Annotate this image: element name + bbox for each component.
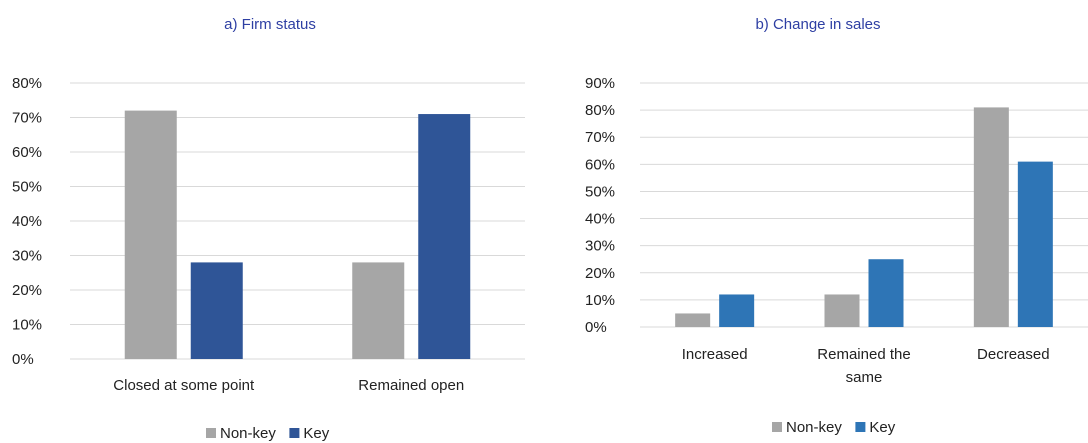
chart-a-y-tick-label: 80% <box>12 75 42 92</box>
chart-a-y-tick-label: 0% <box>12 351 34 368</box>
chart-a-legend-label: Non-key <box>220 425 276 442</box>
chart-a-y-tick-label: 70% <box>12 110 42 127</box>
chart-b-legend-label: Key <box>869 419 895 436</box>
chart-a-y-tick-label: 20% <box>12 282 42 299</box>
chart-b-bar-key-2 <box>1017 161 1053 327</box>
chart-b-y-tick-label: 30% <box>585 238 615 255</box>
chart-b-legend-swatch <box>772 422 782 432</box>
chart-b-legend-swatch <box>855 422 866 432</box>
chart-a-canvas: 0% 10% 20% 30% 40% 50% 60% 70% 80% Closed at some… <box>12 75 525 442</box>
chart-a-legend-swatch <box>289 428 300 438</box>
chart-a-bar-non-key-0 <box>124 110 177 359</box>
chart-a-title: a) Firm status <box>224 16 316 33</box>
chart-a-legend-label: Key <box>303 425 329 442</box>
chart-a-bar-non-key-1 <box>352 262 405 359</box>
chart-b-category-label: Decreased <box>977 346 1050 363</box>
chart-a-legend-swatch <box>206 428 216 438</box>
chart-b-y-tick-label: 10% <box>585 292 615 309</box>
chart-b-legend-label: Non-key <box>786 419 842 436</box>
chart-a-y-tick-label: 60% <box>12 144 42 161</box>
chart-b-bar-key-1 <box>868 259 904 327</box>
chart-a-bar-key-1 <box>418 114 471 359</box>
chart-b-y-tick-label: 70% <box>585 129 615 146</box>
chart-b-y-tick-label: 60% <box>585 156 615 173</box>
chart-a-category-label: Closed at some point <box>113 377 255 394</box>
chart-a-y-tick-label: 40% <box>12 213 42 230</box>
chart-b-category-label: Remained the same <box>817 346 910 386</box>
chart-b-y-tick-label: 90% <box>585 75 615 92</box>
chart-b-y-tick-label: 20% <box>585 265 615 282</box>
chart-b-bar-non-key-2 <box>973 107 1009 328</box>
chart-b-bar-non-key-1 <box>824 294 860 327</box>
chart-a-category-label: Remained open <box>358 377 464 394</box>
chart-b-y-tick-label: 50% <box>585 183 615 200</box>
chart-a-y-tick-label: 50% <box>12 179 42 196</box>
chart-b-y-tick-label: 40% <box>585 211 615 228</box>
chart-b-bar-non-key-0 <box>675 313 711 327</box>
chart-b-y-tick-label: 0% <box>585 319 607 336</box>
chart-b-bar-key-0 <box>719 294 755 327</box>
chart-b-canvas: 0% 10% 20% 30% 40% 50% 60% 70% 80% 90% Increased Re… <box>585 75 1088 436</box>
chart-b-title: b) Change in sales <box>755 16 881 33</box>
chart-a-bar-key-0 <box>190 262 243 359</box>
chart-b-y-tick-label: 80% <box>585 102 615 119</box>
chart-b-category-label: Increased <box>682 346 748 363</box>
chart-a-y-tick-label: 30% <box>12 248 42 265</box>
chart-a-y-tick-label: 10% <box>12 317 42 334</box>
